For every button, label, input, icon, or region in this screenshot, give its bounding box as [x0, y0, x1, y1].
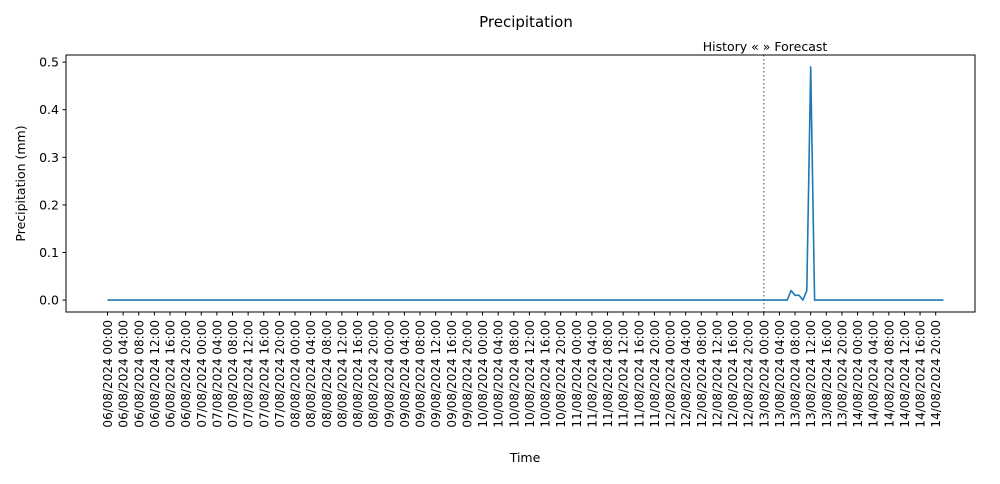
x-tick-label: 06/08/2024 12:00	[148, 320, 162, 428]
x-tick-label: 07/08/2024 16:00	[257, 320, 271, 428]
x-tick-label: 08/08/2024 20:00	[367, 320, 381, 428]
y-tick-label: 0.5	[39, 55, 59, 70]
x-tick-label: 11/08/2024 16:00	[632, 320, 646, 428]
x-tick-label: 13/08/2024 16:00	[820, 320, 834, 428]
y-tick-label: 0.3	[39, 150, 59, 165]
y-tick-label: 0.2	[39, 197, 59, 212]
x-axis-label: Time	[509, 450, 541, 465]
x-tick-label: 13/08/2024 12:00	[804, 320, 818, 428]
x-tick-label: 10/08/2024 16:00	[539, 320, 553, 428]
x-tick-label: 11/08/2024 08:00	[601, 320, 615, 428]
x-tick-label: 13/08/2024 08:00	[789, 320, 803, 428]
x-tick-label: 12/08/2024 08:00	[695, 320, 709, 428]
x-tick-label: 07/08/2024 04:00	[210, 320, 224, 428]
plot-area	[107, 55, 944, 312]
x-tick-label: 14/08/2024 12:00	[898, 320, 912, 428]
x-tick-label: 09/08/2024 08:00	[414, 320, 428, 428]
y-tick-label: 0.4	[39, 102, 59, 117]
x-tick-label: 12/08/2024 16:00	[726, 320, 740, 428]
x-tick-label: 14/08/2024 16:00	[914, 320, 928, 428]
x-tick-label: 11/08/2024 12:00	[617, 320, 631, 428]
x-axis: 06/08/2024 00:00 06/08/2024 04:00 06/08/20…	[101, 312, 943, 428]
plot-frame	[65, 54, 976, 313]
x-tick-label: 07/08/2024 20:00	[273, 320, 287, 428]
chart-title: Precipitation	[479, 13, 573, 31]
x-tick-label: 09/08/2024 12:00	[429, 320, 443, 428]
x-tick-label: 12/08/2024 12:00	[710, 320, 724, 428]
x-tick-label: 14/08/2024 04:00	[867, 320, 881, 428]
x-tick-label: 12/08/2024 20:00	[742, 320, 756, 428]
divider-label: History « » Forecast	[703, 39, 828, 54]
x-tick-label: 11/08/2024 04:00	[585, 320, 599, 428]
x-tick-label: 10/08/2024 20:00	[554, 320, 568, 428]
x-tick-label: 09/08/2024 00:00	[382, 320, 396, 428]
precipitation-series-line	[107, 66, 944, 301]
x-tick-label: 06/08/2024 04:00	[117, 320, 131, 428]
x-tick-label: 14/08/2024 00:00	[851, 320, 865, 428]
x-tick-label: 10/08/2024 12:00	[523, 320, 537, 428]
x-tick-label: 09/08/2024 16:00	[445, 320, 459, 428]
y-tick-label: 0.1	[39, 245, 59, 260]
x-tick-label: 12/08/2024 00:00	[664, 320, 678, 428]
x-tick-label: 14/08/2024 20:00	[929, 320, 943, 428]
x-tick-label: 06/08/2024 16:00	[164, 320, 178, 428]
x-tick-label: 08/08/2024 12:00	[335, 320, 349, 428]
y-axis: 0.0 0.1 0.2 0.3 0.4 0.5	[39, 55, 66, 308]
x-tick-label: 06/08/2024 00:00	[101, 320, 115, 428]
x-tick-label: 07/08/2024 12:00	[242, 320, 256, 428]
x-tick-label: 06/08/2024 08:00	[132, 320, 146, 428]
x-tick-label: 12/08/2024 04:00	[679, 320, 693, 428]
x-tick-label: 08/08/2024 00:00	[289, 320, 303, 428]
x-tick-label: 06/08/2024 20:00	[179, 320, 193, 428]
x-tick-label: 07/08/2024 08:00	[226, 320, 240, 428]
x-tick-label: 07/08/2024 00:00	[195, 320, 209, 428]
x-tick-label: 08/08/2024 08:00	[320, 320, 334, 428]
x-tick-label: 13/08/2024 20:00	[835, 320, 849, 428]
y-tick-label: 0.0	[39, 293, 59, 308]
x-tick-label: 11/08/2024 20:00	[648, 320, 662, 428]
y-axis-label: Precipitation (mm)	[13, 125, 28, 241]
x-tick-label: 09/08/2024 20:00	[460, 320, 474, 428]
x-tick-label: 13/08/2024 00:00	[757, 320, 771, 428]
x-tick-label: 10/08/2024 08:00	[507, 320, 521, 428]
x-tick-label: 08/08/2024 04:00	[304, 320, 318, 428]
x-tick-label: 13/08/2024 04:00	[773, 320, 787, 428]
x-tick-label: 08/08/2024 16:00	[351, 320, 365, 428]
x-tick-label: 09/08/2024 04:00	[398, 320, 412, 428]
x-tick-label: 14/08/2024 08:00	[882, 320, 896, 428]
x-tick-label: 10/08/2024 04:00	[492, 320, 506, 428]
x-tick-label: 10/08/2024 00:00	[476, 320, 490, 428]
x-tick-label: 11/08/2024 00:00	[570, 320, 584, 428]
